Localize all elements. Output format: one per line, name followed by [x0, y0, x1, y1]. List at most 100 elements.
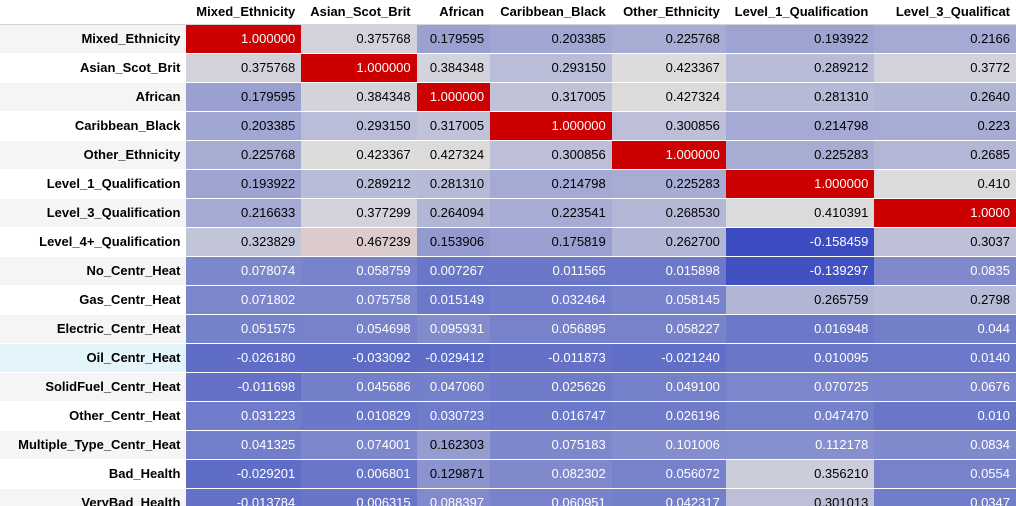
table-cell: 0.051575 — [186, 314, 302, 344]
table-cell: 0.375768 — [186, 53, 302, 83]
row-label: Mixed_Ethnicity — [0, 24, 187, 54]
table-row: Level_1_Qualification 0.193922 0.289212 0.2… — [0, 169, 1016, 199]
table-cell: 0.293150 — [490, 53, 612, 83]
table-cell: 0.010829 — [301, 401, 417, 431]
table-cell: 0.317005 — [490, 82, 612, 112]
row-label: Level_4+_Qualification — [0, 227, 187, 257]
table-cell: 0.179595 — [186, 82, 302, 112]
table-cell: 0.300856 — [611, 111, 726, 141]
row-label: Caribbean_Black — [0, 111, 187, 141]
table-cell: 0.175819 — [490, 227, 612, 257]
table-cell: 0.377299 — [301, 198, 417, 228]
table-cell: 0.031223 — [186, 401, 302, 431]
row-label: Oil_Centr_Heat — [0, 343, 187, 373]
table-cell: 1.000000 — [611, 140, 726, 170]
table-cell: -0.139297 — [725, 256, 875, 286]
table-cell: 1.000000 — [490, 111, 612, 141]
row-label: No_Centr_Heat — [0, 256, 187, 286]
table-cell: 0.075183 — [490, 430, 612, 460]
table-cell: 0.0554 — [874, 459, 1016, 489]
table-cell: 0.006315 — [301, 488, 417, 506]
row-label: African — [0, 82, 187, 112]
table-cell: 0.101006 — [611, 430, 726, 460]
table-cell: 0.2166 — [874, 24, 1016, 54]
table-cell: 0.193922 — [725, 24, 875, 54]
table-cell: 0.026196 — [611, 401, 726, 431]
column-header: Other_Ethnicity — [611, 0, 726, 25]
table-cell: 0.223 — [874, 111, 1016, 141]
table-cell: 0.015149 — [416, 285, 491, 315]
table-cell: -0.011873 — [490, 343, 612, 373]
column-header: African — [416, 0, 491, 25]
row-label: SolidFuel_Centr_Heat — [0, 372, 187, 402]
table-cell: 0.0835 — [874, 256, 1016, 286]
table-cell: 0.0347 — [874, 488, 1016, 506]
table-cell: -0.158459 — [725, 227, 875, 257]
table-cell: 0.045686 — [301, 372, 417, 402]
table-cell: 0.216633 — [186, 198, 302, 228]
table-cell: 1.000000 — [416, 82, 491, 112]
row-label: VeryBad_Health — [0, 488, 187, 506]
row-label: Bad_Health — [0, 459, 187, 489]
table-cell: 0.060951 — [490, 488, 612, 506]
row-label: Other_Ethnicity — [0, 140, 187, 170]
table-cell: 0.095931 — [416, 314, 491, 344]
table-cell: 0.179595 — [416, 24, 491, 54]
table-row: Electric_Centr_Heat 0.051575 0.054698 0.095… — [0, 314, 1016, 344]
table-cell: 0.225283 — [611, 169, 726, 199]
table-cell: 0.423367 — [611, 53, 726, 83]
table-cell: 1.000000 — [186, 24, 302, 54]
column-header: Level_3_Qualificat — [874, 0, 1016, 25]
table-cell: 0.0676 — [874, 372, 1016, 402]
table-cell: 0.214798 — [490, 169, 612, 199]
table-cell: 0.225283 — [725, 140, 875, 170]
table-cell: 0.0140 — [874, 343, 1016, 373]
table-row: Level_3_Qualification 0.216633 0.377299 0.2… — [0, 198, 1016, 228]
header-row: Mixed_Ethnicity Asian_Scot_Brit African Car… — [0, 0, 1016, 25]
table-cell: 0.323829 — [186, 227, 302, 257]
table-cell: 0.384348 — [416, 53, 491, 83]
table-cell: 0.058759 — [301, 256, 417, 286]
table-cell: 0.268530 — [611, 198, 726, 228]
table-cell: 0.214798 — [725, 111, 875, 141]
table-row: Other_Ethnicity 0.225768 0.423367 0.427324 0… — [0, 140, 1016, 170]
table-cell: 0.010 — [874, 401, 1016, 431]
table-cell: 0.088397 — [416, 488, 491, 506]
index-header — [0, 0, 187, 25]
table-cell: 0.467239 — [301, 227, 417, 257]
table-cell: 0.049100 — [611, 372, 726, 402]
table-cell: 0.078074 — [186, 256, 302, 286]
table-cell: 1.000000 — [725, 169, 875, 199]
table-cell: 0.007267 — [416, 256, 491, 286]
row-label: Asian_Scot_Brit — [0, 53, 187, 83]
table-cell: 0.410 — [874, 169, 1016, 199]
table-cell: 0.025626 — [490, 372, 612, 402]
table-cell: -0.033092 — [301, 343, 417, 373]
column-header: Asian_Scot_Brit — [301, 0, 417, 25]
row-label: Gas_Centr_Heat — [0, 285, 187, 315]
table-cell: 1.000000 — [301, 53, 417, 83]
table-row: No_Centr_Heat 0.078074 0.058759 0.007267 0.0… — [0, 256, 1016, 286]
table-cell: 0.223541 — [490, 198, 612, 228]
row-label: Electric_Centr_Heat — [0, 314, 187, 344]
table-row: Gas_Centr_Heat 0.071802 0.075758 0.015149 0.… — [0, 285, 1016, 315]
row-label: Level_3_Qualification — [0, 198, 187, 228]
table-cell: -0.021240 — [611, 343, 726, 373]
table-cell: 0.016948 — [725, 314, 875, 344]
table-cell: 0.058227 — [611, 314, 726, 344]
table-row: Caribbean_Black 0.203385 0.293150 0.317005 1… — [0, 111, 1016, 141]
table-row: Mixed_Ethnicity 1.000000 0.375768 0.179595 0… — [0, 24, 1016, 54]
table-body: Mixed_Ethnicity 1.000000 0.375768 0.179595 0… — [0, 24, 1016, 506]
table-cell: 0.030723 — [416, 401, 491, 431]
table-cell: 0.074001 — [301, 430, 417, 460]
table-cell: -0.029201 — [186, 459, 302, 489]
table-cell: 0.129871 — [416, 459, 491, 489]
table-cell: 0.2685 — [874, 140, 1016, 170]
table-row: SolidFuel_Centr_Heat -0.011698 0.045686 0.0… — [0, 372, 1016, 402]
table-cell: 0.056072 — [611, 459, 726, 489]
table-cell: 0.011565 — [490, 256, 612, 286]
column-header: Level_1_Qualification — [725, 0, 875, 25]
table-cell: 0.006801 — [301, 459, 417, 489]
table-cell: 0.082302 — [490, 459, 612, 489]
